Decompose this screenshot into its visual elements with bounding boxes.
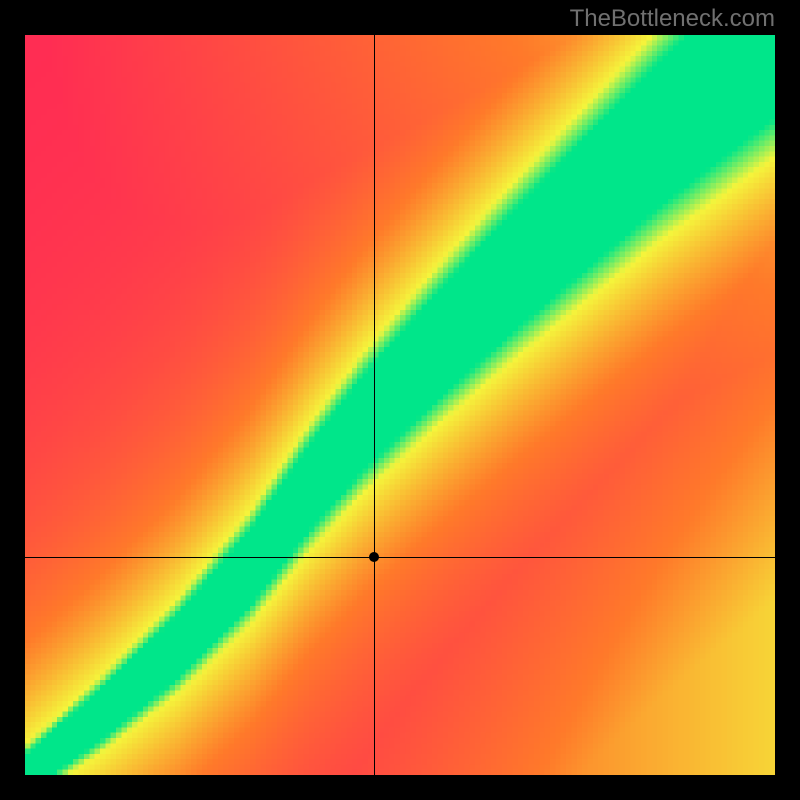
plot-area [25,35,775,775]
heatmap-canvas [25,35,775,775]
crosshair-dot [369,552,379,562]
chart-container: TheBottleneck.com [0,0,800,800]
crosshair-horizontal [25,557,775,558]
watermark-text: TheBottleneck.com [570,5,775,33]
crosshair-vertical [374,35,375,775]
